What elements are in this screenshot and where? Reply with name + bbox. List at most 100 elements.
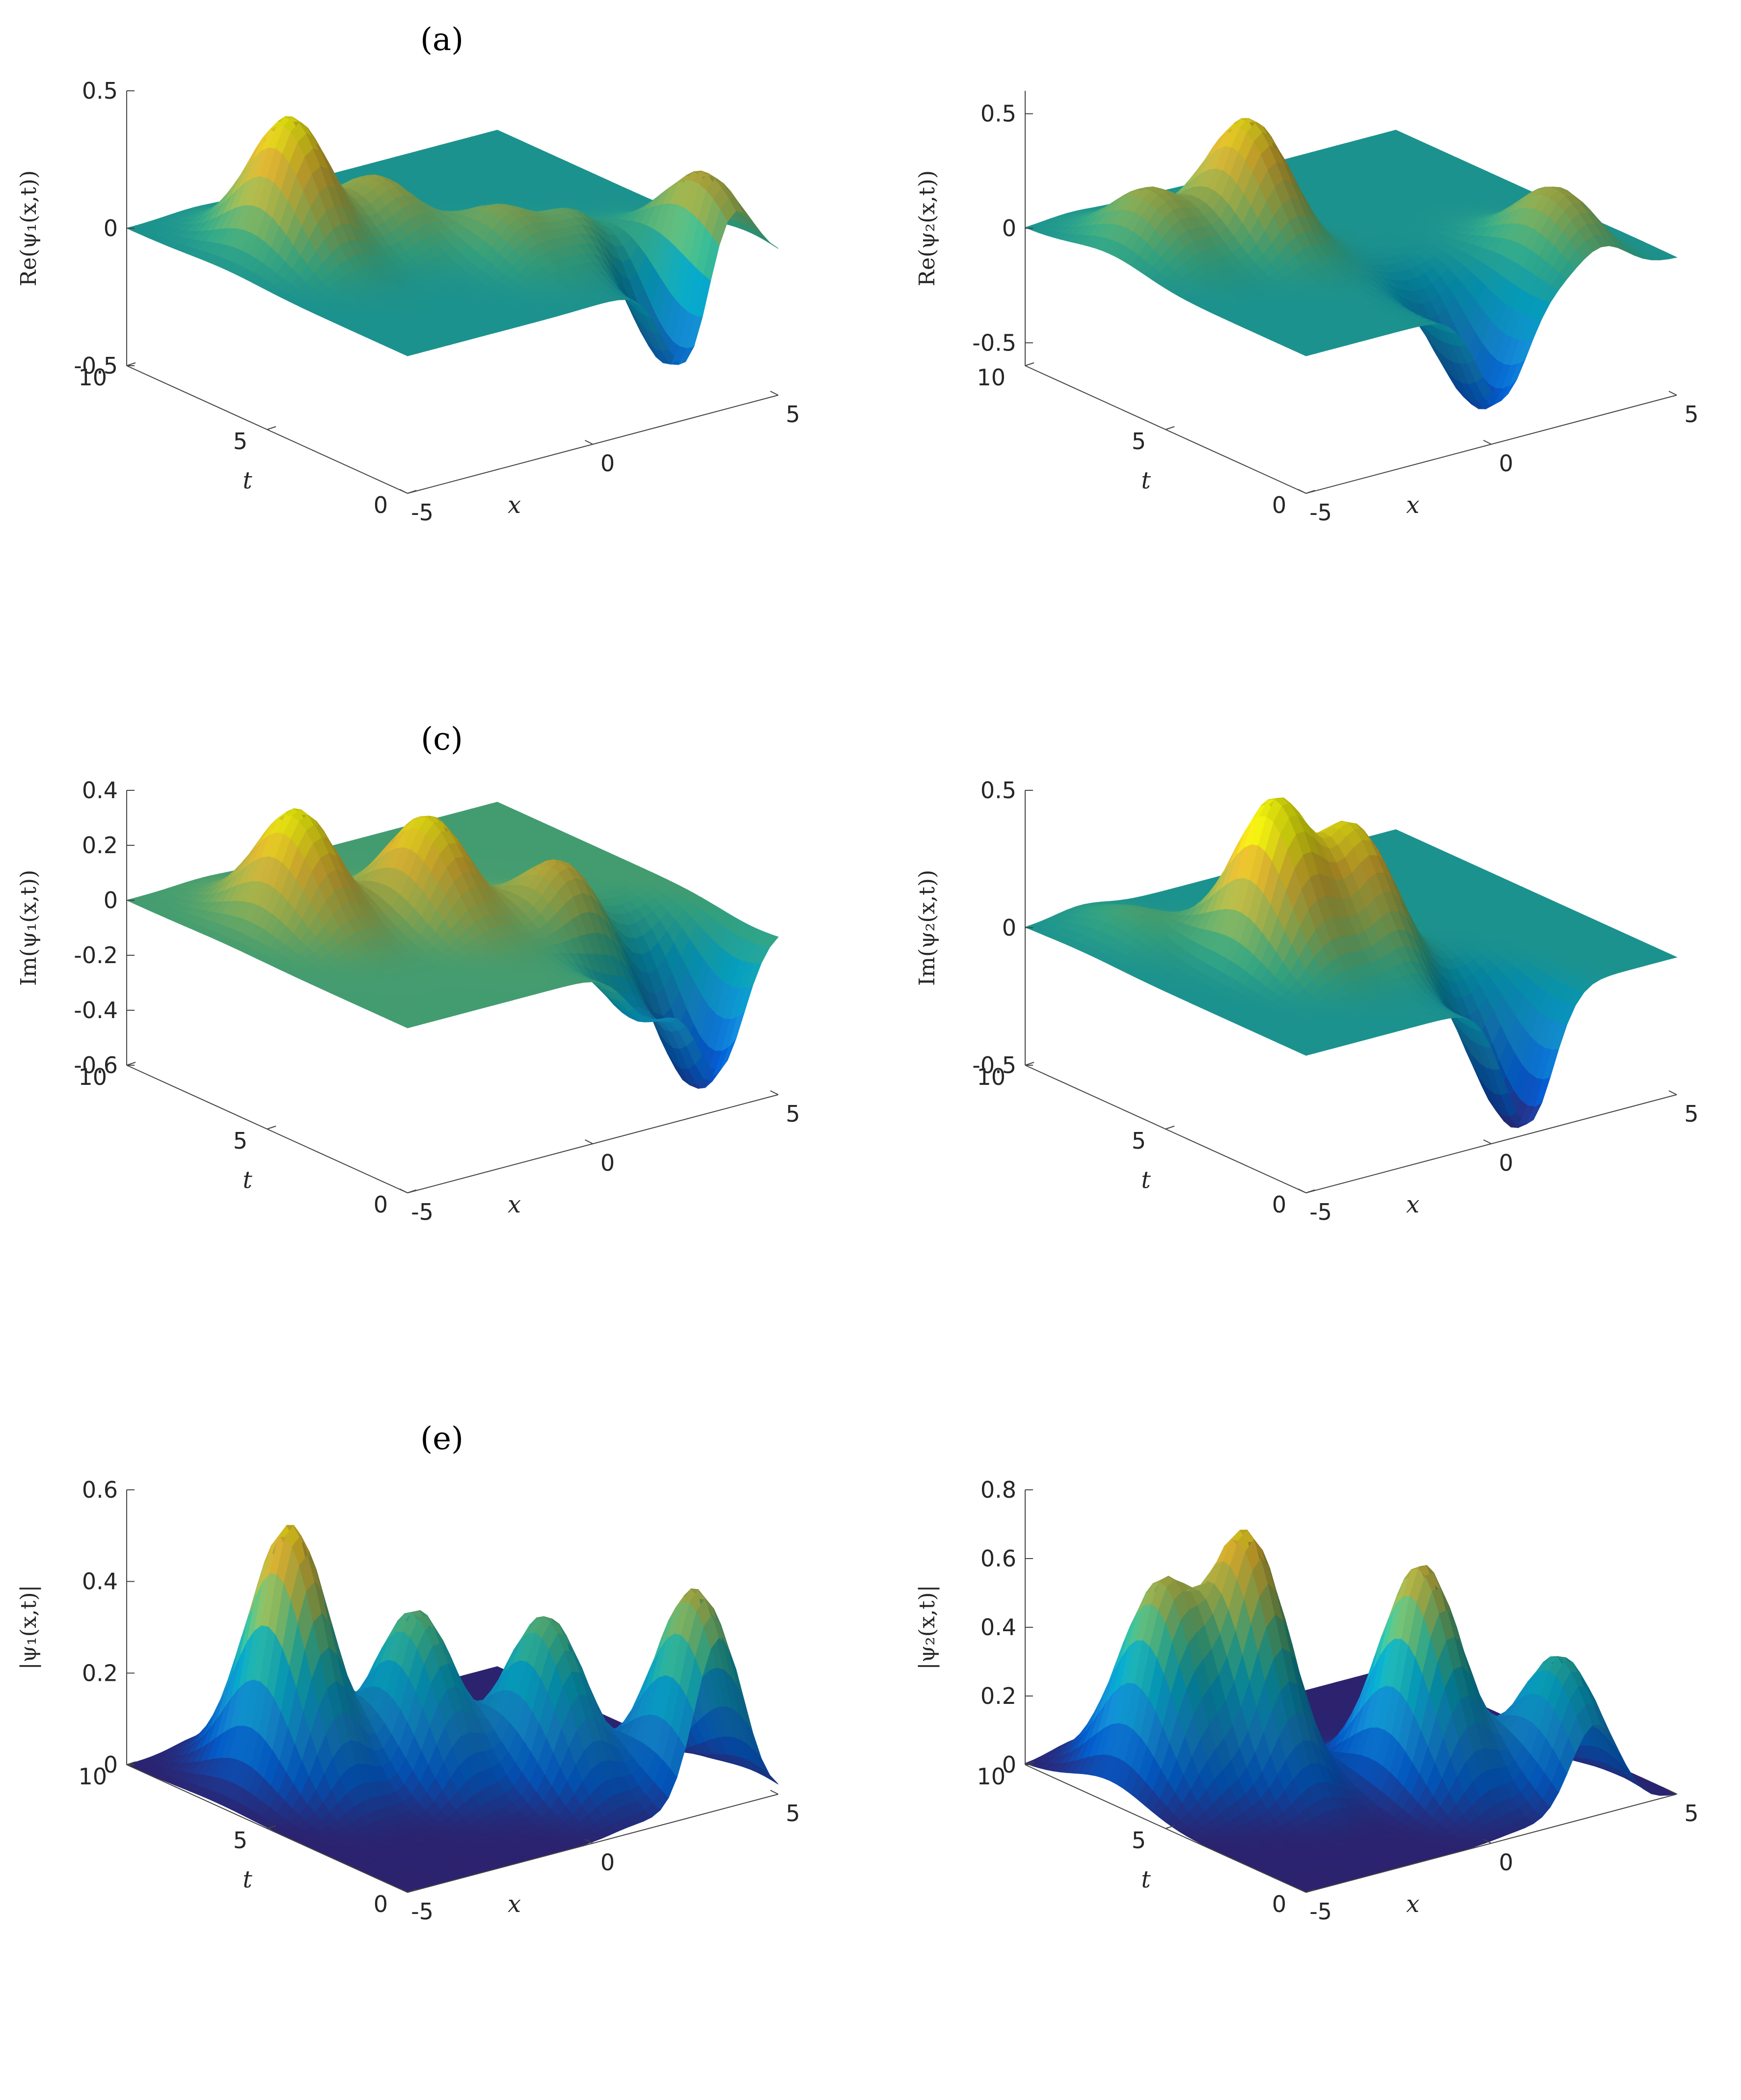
z-tick-label: 0 bbox=[1002, 915, 1016, 941]
x-tick-label: 5 bbox=[786, 1800, 800, 1827]
panel-a: (a) -0.5 0 0.5 0 5 10 -5 0 5 x t Re(ψ₁(x,t)) bbox=[16, 22, 800, 526]
t-tick-label: 0 bbox=[1272, 1191, 1286, 1218]
t-tick-label: 0 bbox=[374, 492, 388, 518]
t-axis-title: t bbox=[1141, 1166, 1151, 1194]
t-tick-label: 10 bbox=[977, 1763, 1006, 1790]
x-axis-title: x bbox=[1406, 1191, 1419, 1218]
x-tick-label: 0 bbox=[1499, 1150, 1513, 1176]
x-tick-label: 0 bbox=[1499, 450, 1513, 477]
t-axis-title: t bbox=[1141, 1866, 1151, 1893]
t-tick-label: 5 bbox=[1132, 1128, 1146, 1154]
x-tick-label: 5 bbox=[786, 1101, 800, 1127]
t-tick-label: 0 bbox=[1272, 492, 1286, 518]
x-axis-title: x bbox=[508, 491, 521, 519]
z-axis-title: Im(ψ₁(x,t)) bbox=[16, 870, 41, 986]
x-tick-label: 5 bbox=[786, 401, 800, 428]
x-tick-label: -5 bbox=[411, 1199, 434, 1225]
z-tick-label: 0.5 bbox=[980, 777, 1016, 804]
panel-c: (c) -0.6 -0.4 -0.2 0 0.2 0.4 0 5 10 -5 0 5 x t Im(ψ₁(x,… bbox=[16, 721, 800, 1225]
x-tick-label: 0 bbox=[600, 1849, 615, 1876]
t-tick-label: 0 bbox=[374, 1191, 388, 1218]
t-tick-label: 5 bbox=[233, 1827, 247, 1854]
t-axis-title: t bbox=[243, 1166, 252, 1194]
surface bbox=[126, 802, 779, 1089]
t-tick-label: 5 bbox=[233, 1128, 247, 1154]
t-axis-title: t bbox=[243, 467, 252, 494]
axes: -0.5 0 0.5 0 5 10 -5 0 5 bbox=[74, 78, 800, 526]
z-tick-label: 0 bbox=[1002, 215, 1016, 242]
z-tick-label: 0.8 bbox=[980, 1477, 1016, 1503]
z-tick-label: -0.5 bbox=[74, 352, 118, 379]
z-tick-label: -0.6 bbox=[74, 1052, 118, 1078]
surface bbox=[126, 116, 779, 365]
t-tick-label: 10 bbox=[977, 364, 1006, 391]
z-axis-title: Im(ψ₂(x,t)) bbox=[915, 870, 940, 986]
surface bbox=[1024, 797, 1678, 1128]
surface bbox=[1024, 1529, 1678, 1893]
panel-label: (a) bbox=[420, 22, 463, 58]
z-tick-label: 0.4 bbox=[82, 1568, 118, 1595]
x-axis-title: x bbox=[508, 1890, 521, 1918]
x-tick-label: -5 bbox=[1309, 1898, 1332, 1925]
panel-label: (c) bbox=[421, 721, 463, 757]
z-tick-label: 0.2 bbox=[82, 1660, 118, 1686]
axes: -0.6 -0.4 -0.2 0 0.2 0.4 0 5 10 -5 0 5 bbox=[74, 777, 800, 1225]
z-tick-label: -0.4 bbox=[74, 997, 118, 1023]
surface bbox=[126, 1525, 779, 1893]
z-axis-title: |ψ₂(x,t)| bbox=[915, 1585, 940, 1670]
z-tick-label: 0.2 bbox=[980, 1683, 1016, 1709]
panel-e: (e) 0 0.2 0.4 0.6 0 5 10 -5 0 5 x t |ψ₁(x,t)| bbox=[16, 1421, 800, 1925]
z-axis-title: Re(ψ₁(x,t)) bbox=[16, 170, 41, 286]
z-axis-title: |ψ₁(x,t)| bbox=[16, 1585, 41, 1670]
z-tick-label: -0.2 bbox=[74, 942, 118, 969]
z-tick-label: 0.6 bbox=[980, 1545, 1016, 1572]
t-tick-label: 10 bbox=[977, 1064, 1006, 1090]
x-tick-label: 5 bbox=[1684, 1800, 1698, 1827]
x-tick-label: 0 bbox=[600, 1150, 615, 1176]
x-tick-label: 5 bbox=[1684, 1101, 1698, 1127]
z-tick-label: 0 bbox=[104, 215, 118, 242]
axes: 0 0.2 0.4 0.6 0 5 10 -5 0 5 bbox=[78, 1477, 800, 1925]
z-axis-title: Re(ψ₂(x,t)) bbox=[915, 170, 940, 286]
x-tick-label: -5 bbox=[411, 1898, 434, 1925]
x-tick-label: -5 bbox=[1309, 499, 1332, 526]
z-tick-label: 0 bbox=[104, 1751, 118, 1778]
t-tick-label: 0 bbox=[1272, 1891, 1286, 1917]
t-tick-label: 0 bbox=[374, 1891, 388, 1917]
z-tick-label: 0.5 bbox=[82, 78, 118, 104]
panel-label: (e) bbox=[420, 1421, 463, 1457]
z-tick-label: 0.6 bbox=[82, 1477, 118, 1503]
z-tick-label: 0.2 bbox=[82, 832, 118, 859]
x-axis-title: x bbox=[1406, 1890, 1419, 1918]
t-tick-label: 10 bbox=[78, 1064, 107, 1090]
x-tick-label: 5 bbox=[1684, 401, 1698, 428]
x-axis-title: x bbox=[508, 1191, 521, 1218]
x-tick-label: 0 bbox=[600, 450, 615, 477]
x-tick-label: -5 bbox=[1309, 1199, 1332, 1225]
z-tick-label: -0.5 bbox=[972, 1052, 1016, 1078]
surface bbox=[1024, 118, 1678, 409]
z-tick-label: 0 bbox=[104, 887, 118, 914]
z-tick-label: -0.5 bbox=[972, 329, 1016, 356]
z-tick-label: 0.4 bbox=[980, 1614, 1016, 1641]
t-axis-title: t bbox=[243, 1866, 252, 1893]
x-axis-title: x bbox=[1406, 491, 1419, 519]
t-axis-title: t bbox=[1141, 467, 1151, 494]
t-tick-label: 5 bbox=[233, 428, 247, 455]
t-tick-label: 10 bbox=[78, 1763, 107, 1790]
z-tick-label: 0.4 bbox=[82, 777, 118, 804]
t-tick-label: 5 bbox=[1132, 1827, 1146, 1854]
t-tick-label: 10 bbox=[78, 364, 107, 391]
z-tick-label: 0.5 bbox=[980, 101, 1016, 127]
axes: 0 0.2 0.4 0.6 0.8 0 5 10 -5 0 5 bbox=[977, 1477, 1698, 1925]
x-tick-label: -5 bbox=[411, 499, 434, 526]
t-tick-label: 5 bbox=[1132, 428, 1146, 455]
z-tick-label: 0 bbox=[1002, 1751, 1016, 1778]
axes: -0.5 0 0.5 0 5 10 -5 0 5 bbox=[972, 777, 1698, 1225]
x-tick-label: 0 bbox=[1499, 1849, 1513, 1876]
axes: -0.5 0 0.5 0 5 10 -5 0 5 bbox=[972, 91, 1699, 526]
